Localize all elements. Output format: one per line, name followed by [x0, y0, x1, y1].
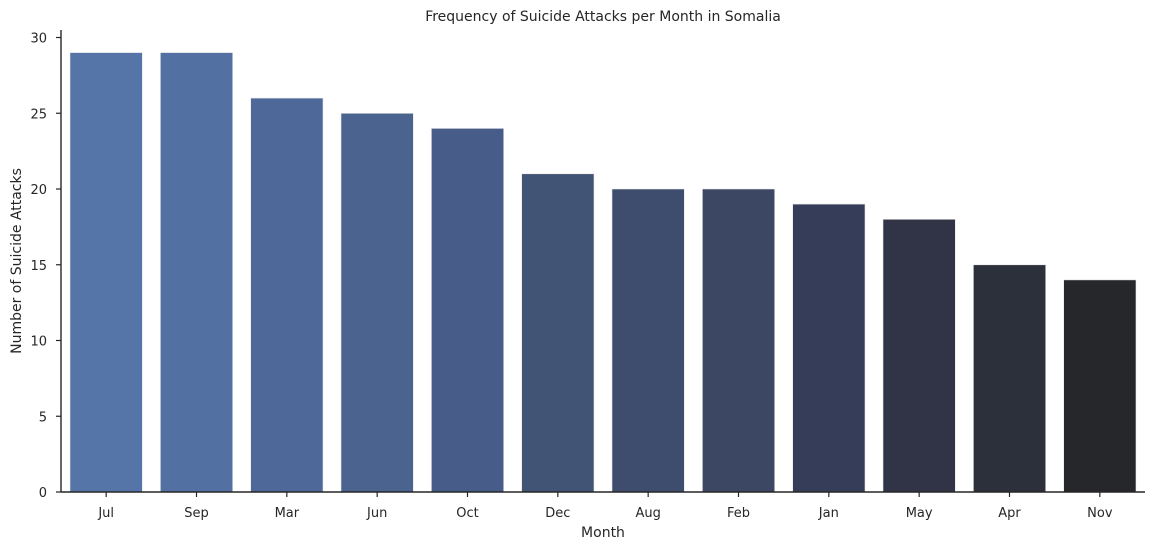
y-tick-label: 25: [30, 107, 47, 122]
bar-jun: [340, 113, 414, 493]
y-tick-label: 20: [30, 183, 47, 198]
x-tick-label: Jun: [366, 506, 387, 521]
bar-apr: [973, 264, 1047, 493]
x-tick-label: Apr: [998, 506, 1021, 521]
bar-jul: [69, 52, 143, 493]
y-tick-label: 15: [30, 259, 47, 274]
x-tick-label: Aug: [635, 506, 660, 521]
x-tick-label: Mar: [275, 506, 300, 521]
bar-oct: [431, 128, 504, 493]
bar-dec: [521, 173, 595, 493]
bar-may: [882, 219, 956, 493]
x-tick-label: Sep: [184, 506, 209, 521]
y-tick-label: 30: [30, 32, 47, 47]
y-axis-label: Number of Suicide Attacks: [9, 168, 25, 354]
y-tick-label: 10: [30, 335, 47, 350]
bars: [69, 52, 1137, 493]
x-tick-label: Feb: [727, 506, 750, 521]
chart-title: Frequency of Suicide Attacks per Month i…: [425, 9, 781, 25]
x-axis: Jul Sep Mar Jun Oct Dec Aug Feb Jan May Apr Nov: [61, 491, 1145, 521]
x-tick-label: Dec: [545, 506, 570, 521]
bar-feb: [702, 188, 776, 493]
bar-aug: [611, 188, 685, 493]
x-axis-label: Month: [581, 525, 625, 541]
bar-sep: [160, 52, 233, 493]
x-tick-label: Jul: [97, 506, 114, 521]
y-tick-label: 5: [39, 410, 47, 425]
y-axis: 0 5 10 15 20 25 30: [30, 30, 62, 501]
y-tick-label: 0: [39, 486, 47, 501]
x-tick-label: Jan: [818, 506, 839, 521]
bar-mar: [250, 97, 324, 493]
x-tick-label: Nov: [1087, 506, 1113, 521]
x-tick-label: May: [906, 506, 933, 521]
bar-nov: [1063, 279, 1137, 493]
bar-jan: [792, 203, 866, 493]
x-tick-label: Oct: [456, 506, 478, 521]
